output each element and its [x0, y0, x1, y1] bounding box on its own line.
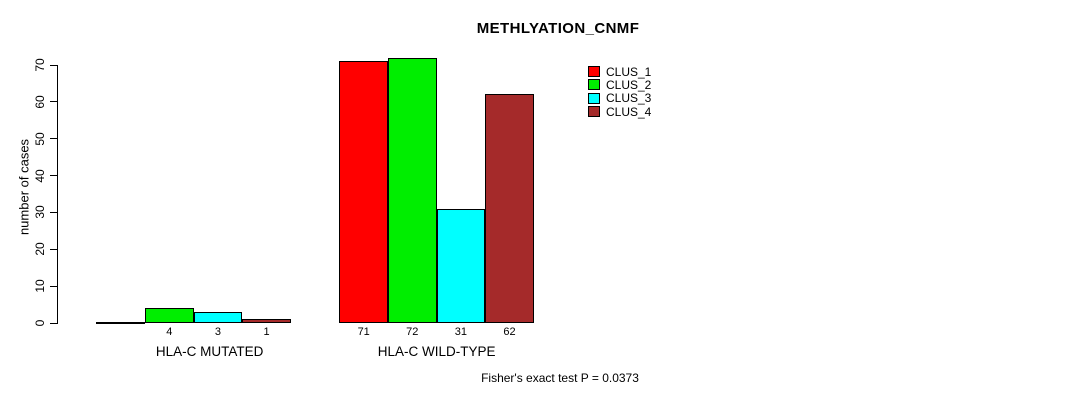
bar-CLUS_1-zero — [96, 322, 145, 324]
legend-swatch-CLUS_3 — [588, 92, 600, 104]
bar-CLUS_1 — [339, 61, 388, 323]
y-tick-mark — [50, 64, 57, 66]
bar-value-label: 31 — [454, 326, 468, 338]
x-category-label: HLA-C WILD-TYPE — [377, 344, 496, 359]
y-tick-label: 50 — [33, 132, 47, 146]
legend-swatch-CLUS_4 — [588, 106, 600, 118]
bar-value-label: 62 — [503, 326, 516, 338]
y-tick-mark — [50, 138, 57, 140]
bar-value-label: 3 — [214, 326, 221, 338]
legend-label-CLUS_1: CLUS_1 — [606, 64, 652, 79]
y-tick-label: 30 — [33, 205, 47, 220]
bar-CLUS_3 — [436, 208, 486, 323]
y-tick-label: 70 — [33, 58, 47, 72]
y-tick-label: 60 — [33, 95, 47, 109]
legend-label-CLUS_3: CLUS_3 — [606, 91, 652, 106]
bar-CLUS_4 — [242, 319, 291, 323]
y-tick-label: 40 — [33, 168, 47, 183]
bar-value-label: 1 — [263, 326, 270, 338]
y-tick-mark — [50, 211, 57, 213]
bar-CLUS_4 — [485, 94, 534, 323]
bar-CLUS_2 — [145, 308, 194, 323]
y-tick-mark — [50, 285, 57, 287]
x-category-label: HLA-C MUTATED — [155, 344, 264, 359]
y-tick-label: 20 — [33, 242, 47, 256]
legend-swatch-CLUS_1 — [588, 66, 600, 77]
bar-value-label: 72 — [406, 326, 419, 338]
bar-value-label: 4 — [166, 326, 173, 338]
bar-value-label: 71 — [357, 326, 370, 338]
legend-swatch-CLUS_2 — [588, 79, 600, 91]
y-tick-mark — [50, 248, 57, 250]
y-axis-line — [57, 65, 58, 324]
y-tick-label: 10 — [33, 279, 47, 293]
bar-CLUS_3 — [193, 311, 243, 323]
chart-title: METHLYATION_CNMF — [476, 20, 640, 37]
y-tick-label: 0 — [33, 319, 47, 327]
legend-label-CLUS_2: CLUS_2 — [606, 77, 652, 92]
legend-label-CLUS_4: CLUS_4 — [606, 104, 652, 119]
y-axis-label: number of cases — [16, 138, 32, 236]
annotation-text: Fisher's exact test P = 0.0373 — [481, 371, 639, 385]
y-tick-mark — [50, 101, 57, 103]
bar-CLUS_2 — [388, 57, 437, 323]
y-tick-mark — [50, 322, 57, 324]
y-tick-mark — [50, 175, 57, 177]
